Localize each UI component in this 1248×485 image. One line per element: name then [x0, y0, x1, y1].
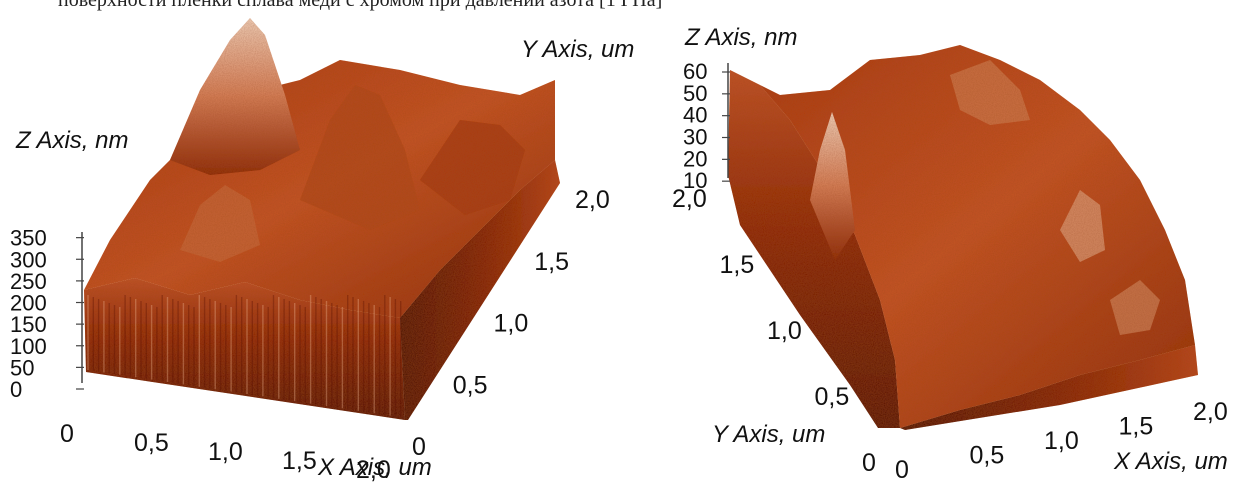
x-axis-ticks-right: 0 0,5 1,0 1,5 2,0	[895, 398, 1228, 484]
z-tick-label: 100	[10, 334, 47, 359]
z-tick-label: 350	[10, 226, 47, 251]
z-tick-label: 0	[10, 377, 22, 402]
surface-right-ridge	[950, 60, 1030, 125]
y-tick-label: 0	[862, 449, 876, 477]
x-tick-label: 1,0	[1044, 427, 1079, 455]
x-tick-label: 1,5	[282, 447, 317, 475]
x-tick-label: 0,5	[970, 442, 1005, 470]
x-tick-label: 2,0	[356, 456, 391, 484]
z-tick-label: 50	[683, 81, 707, 106]
surface-left-peak	[170, 18, 300, 175]
surface-right-front-wall	[900, 345, 1198, 430]
x-tick-label: 0	[60, 420, 74, 448]
y-axis-title-right: Y Axis, um	[712, 421, 825, 448]
z-tick-label: 40	[683, 103, 707, 128]
x-tick-label: 0	[895, 456, 909, 484]
y-tick-label: 0,5	[815, 383, 850, 411]
y-tick-label: 1,0	[767, 317, 802, 345]
surface-right-ridge-3	[1110, 280, 1160, 335]
z-tick-label: 60	[683, 59, 707, 84]
x-tick-label: 0,5	[134, 429, 169, 457]
z-tick-label: 50	[10, 355, 34, 380]
z-tick-label: 200	[10, 291, 47, 316]
y-axis-ticks-left: 0 0,5 1,0 1,5 2,0	[412, 186, 610, 461]
z-tick-label: 10	[683, 168, 707, 193]
z-tick-label: 250	[10, 269, 47, 294]
caption-fragment: поверхности пленки сплава меди с хромом …	[58, 0, 662, 11]
z-axis-title-right: Z Axis, nm	[684, 24, 797, 51]
z-axis-title-left: Z Axis, nm	[15, 127, 128, 154]
y-tick-label: 1,0	[494, 310, 529, 338]
x-axis-ticks-left: 0 0,5 1,0 1,5 2,0	[60, 420, 391, 484]
x-axis-title-left: X Axis, um	[317, 454, 432, 481]
y-tick-label: 2,0	[575, 186, 610, 214]
x-tick-label: 1,0	[208, 438, 243, 466]
surface-right-peak	[810, 112, 855, 260]
y-tick-label: 0	[412, 433, 426, 461]
x-axis-title-right: X Axis, um	[1113, 448, 1228, 475]
z-tick-label: 150	[10, 312, 47, 337]
x-tick-label: 2,0	[1193, 398, 1228, 426]
y-tick-label: 1,5	[534, 248, 569, 276]
surface-left-streaks	[87, 295, 402, 418]
x-tick-label: 1,5	[1119, 413, 1154, 441]
surface-left-front-wall	[84, 278, 405, 420]
y-tick-label: 1,5	[720, 251, 755, 279]
surface-left-ridge-3	[420, 120, 525, 215]
y-tick-label: 0,5	[453, 371, 488, 399]
surface-left-ridge	[300, 85, 420, 230]
y-tick-label: 2,0	[672, 185, 707, 213]
surface-left-side-wall	[400, 160, 560, 420]
z-tick-label: 30	[683, 125, 707, 150]
surface-right-left-wall	[728, 70, 900, 428]
z-tick-label: 20	[683, 146, 707, 171]
y-axis-ticks-right: 0 0,5 1,0 1,5 2,0	[672, 185, 876, 477]
surface-left-ridge-2	[180, 185, 260, 262]
surface-right-ridge-2	[1060, 190, 1105, 262]
y-axis-title-left: Y Axis, um	[521, 36, 634, 63]
z-tick-label: 300	[10, 247, 47, 272]
surface-right-top	[730, 45, 1195, 428]
